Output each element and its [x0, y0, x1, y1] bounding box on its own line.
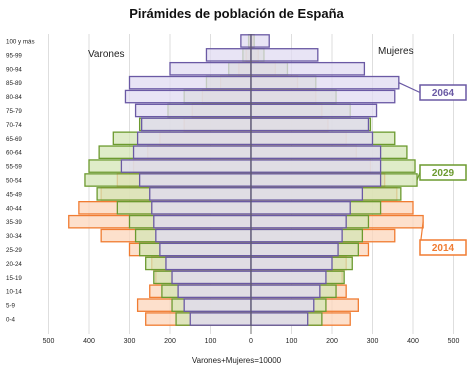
- bar-2064-varones: [128, 75, 252, 90]
- y-tick-label: 90-94: [6, 66, 22, 73]
- bar-2064-varones: [165, 256, 252, 271]
- x-tick-label: 200: [164, 338, 176, 345]
- bar-2064-mujeres: [250, 159, 382, 173]
- bar-2064-varones: [153, 214, 252, 229]
- legend-box-2014: [419, 239, 467, 256]
- bar-2064-mujeres: [250, 284, 321, 299]
- bar-2064-mujeres: [250, 298, 315, 312]
- y-tick-label: 35-39: [6, 219, 22, 226]
- bar-2064-mujeres: [250, 48, 319, 62]
- x-tick-label: 0: [249, 338, 253, 345]
- x-tick-label: 200: [326, 338, 338, 345]
- bar-2064-varones: [189, 312, 252, 326]
- y-tick-label: 5-9: [6, 303, 16, 310]
- bar-2064-varones: [136, 131, 252, 146]
- x-tick-label: 100: [286, 338, 298, 345]
- y-tick-label: 85-89: [6, 80, 22, 87]
- legend-box-2029: [419, 164, 467, 181]
- bar-2064-varones: [177, 284, 252, 299]
- y-tick-label: 60-64: [6, 150, 22, 157]
- y-tick-label: 50-54: [6, 178, 22, 185]
- bar-2064-varones: [140, 117, 252, 132]
- bar-2064-varones: [240, 34, 252, 48]
- y-tick-label: 80-84: [6, 94, 22, 101]
- bar-2064-mujeres: [250, 228, 343, 243]
- bar-2064-varones: [138, 173, 252, 187]
- y-tick-label: 25-29: [6, 247, 22, 254]
- y-tick-label: 65-69: [6, 136, 22, 143]
- bar-2064-mujeres: [250, 75, 400, 90]
- y-tick-label: 100 y más: [6, 38, 35, 45]
- bar-2064-varones: [169, 61, 252, 76]
- left-side-label: Varones: [88, 49, 125, 60]
- x-tick-label: 100: [205, 338, 217, 345]
- legend-label-2029: 2029: [432, 168, 455, 179]
- bar-2064-mujeres: [250, 145, 382, 159]
- chart-title: Pirámides de población de España: [129, 6, 344, 21]
- bar-2064-varones: [124, 89, 252, 104]
- bar-2064-varones: [159, 242, 252, 257]
- x-tick-label: 500: [448, 338, 460, 345]
- bar-2064-mujeres: [250, 117, 370, 132]
- bar-2064-varones: [132, 145, 252, 159]
- x-tick-label: 300: [367, 338, 379, 345]
- bar-2064-mujeres: [250, 173, 382, 187]
- legend-label-2064: 2064: [432, 88, 455, 99]
- chart-footer: Varones+Mujeres=10000: [191, 356, 282, 365]
- bar-2064-mujeres: [250, 34, 270, 48]
- y-tick-label: 55-59: [6, 164, 22, 171]
- bar-2064-varones: [205, 48, 252, 62]
- x-tick-label: 500: [43, 338, 55, 345]
- bar-2064-varones: [183, 298, 252, 312]
- bar-2064-mujeres: [250, 201, 351, 215]
- y-tick-label: 0-4: [6, 317, 16, 324]
- bar-2064-mujeres: [250, 270, 327, 285]
- y-tick-label: 10-14: [6, 289, 22, 296]
- y-tick-label: 70-74: [6, 122, 22, 129]
- series-2064: [120, 34, 400, 326]
- bar-2064-varones: [134, 103, 252, 118]
- x-tick-label: 400: [83, 338, 95, 345]
- y-tick-label: 45-49: [6, 191, 22, 198]
- x-tick-label: 300: [124, 338, 136, 345]
- right-side-label: Mujeres: [378, 46, 414, 57]
- legend-pointer-2064: [398, 82, 421, 94]
- bar-2064-mujeres: [250, 256, 333, 271]
- bar-2064-mujeres: [250, 89, 396, 104]
- bar-2064-mujeres: [250, 103, 378, 118]
- legend-label-2014: 2014: [432, 243, 455, 254]
- bar-2064-mujeres: [250, 242, 339, 257]
- bar-2064-mujeres: [250, 312, 309, 326]
- bar-2064-varones: [155, 228, 252, 243]
- bar-2064-varones: [120, 159, 252, 173]
- bar-2064-varones: [171, 270, 252, 285]
- y-tick-label: 20-24: [6, 261, 22, 268]
- legend-box-2064: [419, 84, 467, 101]
- bar-2064-mujeres: [250, 131, 374, 146]
- y-tick-label: 75-79: [6, 108, 22, 115]
- bar-2064-mujeres: [250, 187, 364, 201]
- bar-2064-varones: [149, 187, 252, 201]
- bar-2064-mujeres: [250, 214, 347, 229]
- bar-2064-mujeres: [250, 61, 366, 76]
- y-tick-label: 30-34: [6, 233, 22, 240]
- x-tick-label: 400: [407, 338, 419, 345]
- y-tick-label: 40-44: [6, 205, 22, 212]
- y-tick-label: 15-19: [6, 275, 22, 282]
- bar-2064-varones: [151, 201, 252, 215]
- y-tick-label: 95-99: [6, 52, 22, 59]
